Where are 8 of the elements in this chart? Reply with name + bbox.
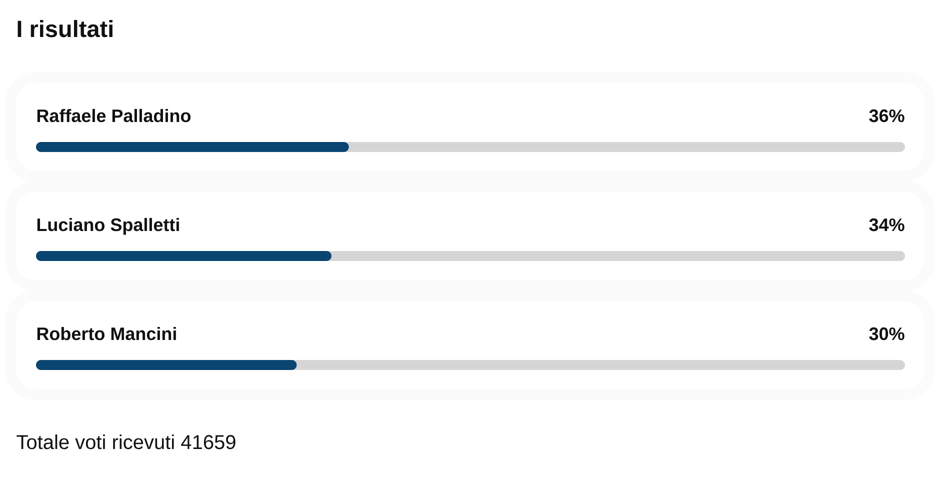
data-label: 36% (869, 109, 904, 122)
data-label: 30% (869, 327, 904, 340)
text: Totale voti ricevuti 41659 (16, 434, 236, 450)
chart-title: I risultati (18, 20, 112, 38)
data-label: 34% (869, 218, 904, 232)
y-tick-label: Luciano Spalletti (37, 218, 179, 235)
y-tick-label: Raffaele Palladino (37, 108, 191, 122)
y-tick-label: Roberto Mancini (37, 326, 176, 340)
